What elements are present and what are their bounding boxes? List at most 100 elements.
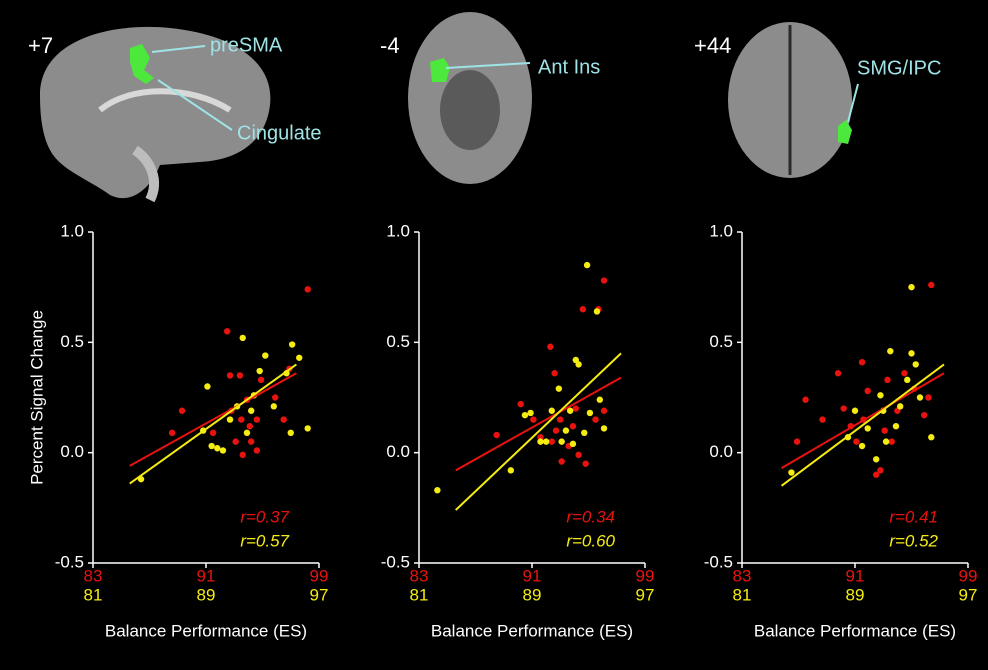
point <box>887 348 893 354</box>
y-tick-label: 0.5 <box>709 332 733 351</box>
point <box>280 416 286 422</box>
brain-axial <box>408 12 532 184</box>
x-tick-label: 81 <box>84 585 103 604</box>
point <box>558 438 564 444</box>
x-axis-label: Balance Performance (ES) <box>431 621 633 640</box>
point <box>587 410 593 416</box>
point <box>247 423 253 429</box>
x-tick-label: 97 <box>959 585 978 604</box>
figure: +7 preSMA Cingulate -4 Ant Ins +44 SMG/I… <box>0 0 988 665</box>
x-tick-label: 91 <box>846 566 865 585</box>
point <box>179 408 185 414</box>
point <box>573 405 579 411</box>
point <box>256 368 262 374</box>
slice-label: -4 <box>380 33 400 58</box>
point <box>893 423 899 429</box>
y-tick-label: 1.0 <box>386 221 410 240</box>
y-tick-label: -0.5 <box>381 552 410 571</box>
r-label: r=0.41 <box>889 507 938 526</box>
point <box>570 423 576 429</box>
point <box>594 308 600 314</box>
point <box>581 430 587 436</box>
slice-label: +44 <box>694 33 731 58</box>
point <box>865 388 871 394</box>
x-tick-label: 89 <box>846 585 865 604</box>
point <box>232 438 238 444</box>
y-tick-label: 1.0 <box>60 221 84 240</box>
x-tick-label: 97 <box>636 585 655 604</box>
point <box>248 408 254 414</box>
point <box>794 438 800 444</box>
x-tick-label: 99 <box>636 566 655 585</box>
point <box>601 425 607 431</box>
point <box>575 452 581 458</box>
point <box>865 425 871 431</box>
point <box>873 456 879 462</box>
point <box>859 359 865 365</box>
r-label: r=0.60 <box>566 531 615 550</box>
point <box>563 427 569 433</box>
point <box>925 394 931 400</box>
point <box>237 372 243 378</box>
point <box>296 355 302 361</box>
point <box>556 385 562 391</box>
point <box>917 394 923 400</box>
point <box>543 438 549 444</box>
point <box>289 341 295 347</box>
x-tick-label: 81 <box>733 585 752 604</box>
y-tick-label: 0.0 <box>386 442 410 461</box>
point <box>530 416 536 422</box>
point <box>305 286 311 292</box>
point <box>904 377 910 383</box>
point <box>214 445 220 451</box>
point <box>877 467 883 473</box>
x-axis-label: Balance Performance (ES) <box>754 621 956 640</box>
y-axis-label: Percent Signal Change <box>27 310 46 485</box>
r-label: r=0.37 <box>240 507 289 526</box>
y-tick-label: -0.5 <box>55 552 84 571</box>
r-label: r=0.57 <box>240 531 289 550</box>
x-tick-label: 99 <box>959 566 978 585</box>
point <box>908 350 914 356</box>
slice-label: +7 <box>28 33 53 58</box>
point <box>788 469 794 475</box>
point <box>921 412 927 418</box>
x-tick-label: 91 <box>523 566 542 585</box>
point <box>881 427 887 433</box>
point <box>522 412 528 418</box>
point <box>240 452 246 458</box>
x-tick-label: 83 <box>410 566 429 585</box>
point <box>518 401 524 407</box>
point <box>883 438 889 444</box>
point <box>928 282 934 288</box>
region-label: Cingulate <box>237 122 322 144</box>
point <box>227 372 233 378</box>
x-tick-label: 83 <box>84 566 103 585</box>
point <box>601 277 607 283</box>
point <box>224 328 230 334</box>
point <box>272 394 278 400</box>
region-label: preSMA <box>210 34 283 56</box>
point <box>852 408 858 414</box>
point <box>558 458 564 464</box>
point <box>493 432 499 438</box>
point <box>547 344 553 350</box>
point <box>553 427 559 433</box>
page: +7 preSMA Cingulate -4 Ant Ins +44 SMG/I… <box>0 0 988 665</box>
point <box>592 416 598 422</box>
point <box>913 361 919 367</box>
point <box>258 377 264 383</box>
r-label: r=0.34 <box>566 507 615 526</box>
point <box>889 438 895 444</box>
x-axis-label: Balance Performance (ES) <box>105 621 307 640</box>
point <box>584 262 590 268</box>
point <box>508 467 514 473</box>
point <box>254 416 260 422</box>
point <box>597 397 603 403</box>
point <box>570 441 576 447</box>
x-tick-label: 97 <box>310 585 329 604</box>
y-tick-label: 0.5 <box>60 332 84 351</box>
point <box>227 416 233 422</box>
r-label: r=0.52 <box>889 531 938 550</box>
point <box>877 392 883 398</box>
